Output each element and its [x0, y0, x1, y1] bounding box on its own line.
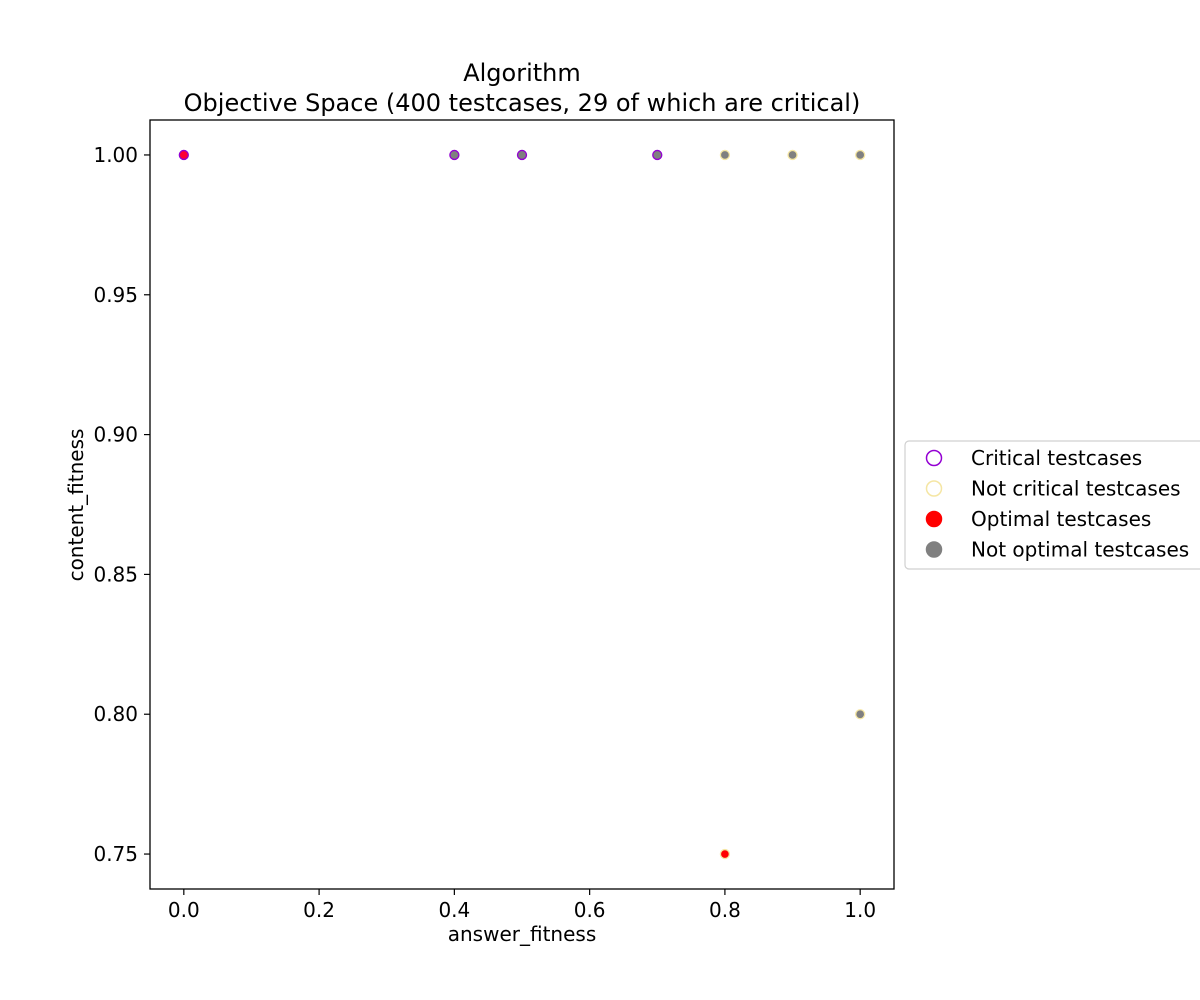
x-axis-ticks: 0.0 0.2 0.4 0.6 0.8 1.0: [168, 889, 876, 922]
legend-label: Critical testcases: [971, 446, 1142, 470]
legend-marker: [925, 449, 943, 467]
y-axis-label: content_fitness: [64, 429, 88, 582]
x-tick-label: 0.4: [438, 898, 470, 922]
x-tick-label: 0.6: [574, 898, 606, 922]
y-tick-label: 1.00: [93, 143, 138, 167]
legend-marker: [925, 510, 943, 528]
legend-label: Not critical testcases: [971, 477, 1181, 501]
data-point: [516, 149, 528, 161]
y-tick-label: 0.90: [93, 423, 138, 447]
chart-title-line1: Algorithm: [463, 59, 581, 87]
plot-area: [149, 119, 895, 890]
chart-title-line2: Objective Space (400 testcases, 29 of wh…: [184, 89, 861, 117]
legend-label: Optimal testcases: [971, 507, 1151, 531]
data-point: [652, 149, 663, 161]
data-point: [449, 149, 460, 161]
data-point: [787, 149, 798, 161]
legend-marker: [925, 541, 943, 558]
scatter-points: [178, 149, 866, 860]
x-tick-label: 1.0: [844, 898, 876, 922]
x-tick-label: 0.2: [303, 898, 335, 922]
data-point: [178, 149, 189, 161]
x-tick-label: 0.0: [168, 898, 200, 922]
x-tick-label: 0.8: [709, 898, 741, 922]
x-axis-label: answer_fitness: [448, 922, 597, 946]
y-axis-ticks: 0.75 0.80 0.85 0.90 0.95 1.00: [93, 143, 150, 866]
data-point: [719, 848, 731, 860]
legend-label: Not optimal testcases: [971, 538, 1189, 562]
data-point: [719, 149, 731, 161]
data-point: [855, 149, 866, 161]
data-point: [855, 709, 866, 720]
y-tick-label: 0.75: [93, 842, 138, 866]
legend-marker: [925, 480, 943, 497]
y-tick-label: 0.95: [93, 283, 138, 307]
legend: Critical testcases Not critical testcases…: [904, 440, 1200, 570]
y-tick-label: 0.85: [93, 562, 138, 586]
y-tick-label: 0.80: [93, 702, 138, 726]
legend-box: [904, 440, 1200, 570]
